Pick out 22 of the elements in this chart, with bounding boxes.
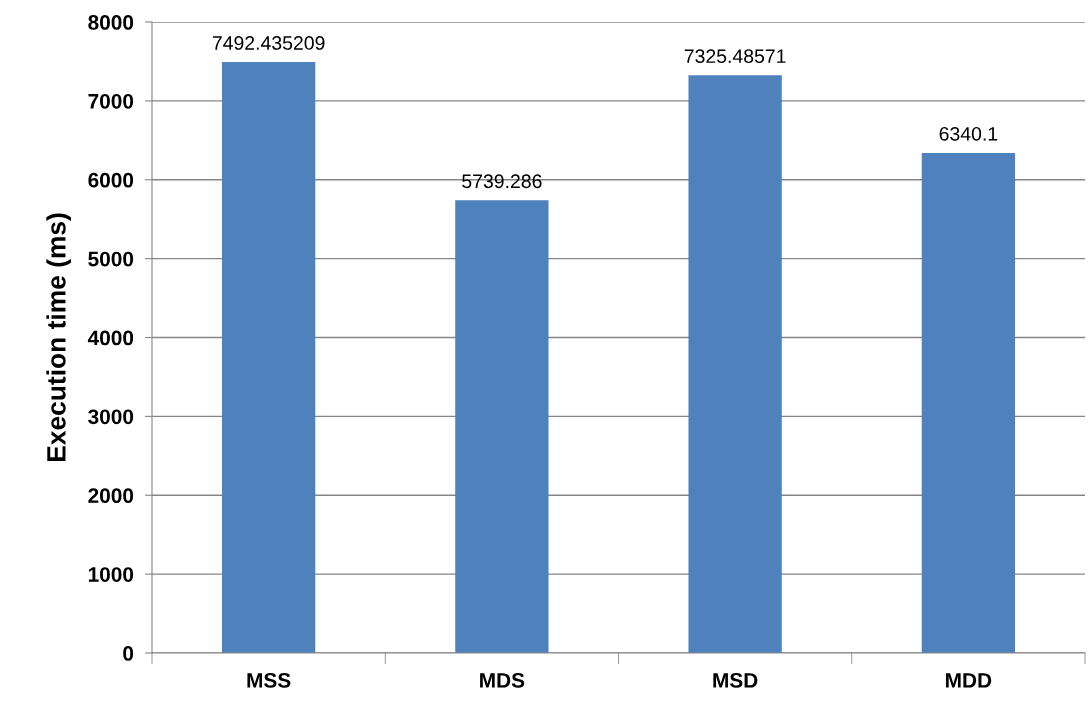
- x-tick-label: MSD: [713, 672, 758, 688]
- y-tick-label: 3000: [88, 409, 134, 425]
- data-label: 7492.435209: [212, 36, 325, 50]
- x-tick-label: MDD: [946, 673, 992, 688]
- y-tick-label: 8000: [88, 15, 134, 30]
- data-label: 5739.286: [462, 174, 542, 189]
- data-label: 7325.48571: [684, 49, 786, 64]
- bar: [921, 152, 1016, 653]
- y-tick-label: 0: [123, 646, 134, 661]
- x-tick-label: MDS: [480, 672, 525, 688]
- bar: [688, 75, 782, 653]
- y-tick-label: 5000: [88, 251, 134, 267]
- y-tick-label: 2000: [88, 488, 134, 503]
- y-tick-label: 1000: [88, 567, 134, 582]
- bar: [221, 62, 316, 653]
- y-tick-label: 6000: [88, 172, 134, 188]
- data-label: 6340.1: [939, 126, 998, 141]
- y-tick-label: 4000: [87, 330, 134, 346]
- y-tick-label: 7000: [88, 93, 134, 109]
- x-tick-label: MSS: [247, 672, 291, 688]
- bar: [455, 200, 549, 653]
- y-axis-title: Execution time (ms): [46, 213, 71, 462]
